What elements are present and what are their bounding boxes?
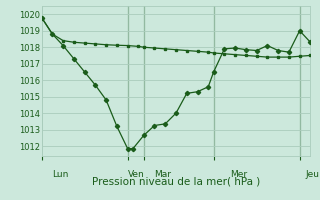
Text: Ven: Ven (128, 170, 144, 179)
X-axis label: Pression niveau de la mer( hPa ): Pression niveau de la mer( hPa ) (92, 176, 260, 186)
Text: Mar: Mar (155, 170, 172, 179)
Text: Mer: Mer (230, 170, 247, 179)
Text: Jeu: Jeu (306, 170, 320, 179)
Text: Lun: Lun (52, 170, 69, 179)
